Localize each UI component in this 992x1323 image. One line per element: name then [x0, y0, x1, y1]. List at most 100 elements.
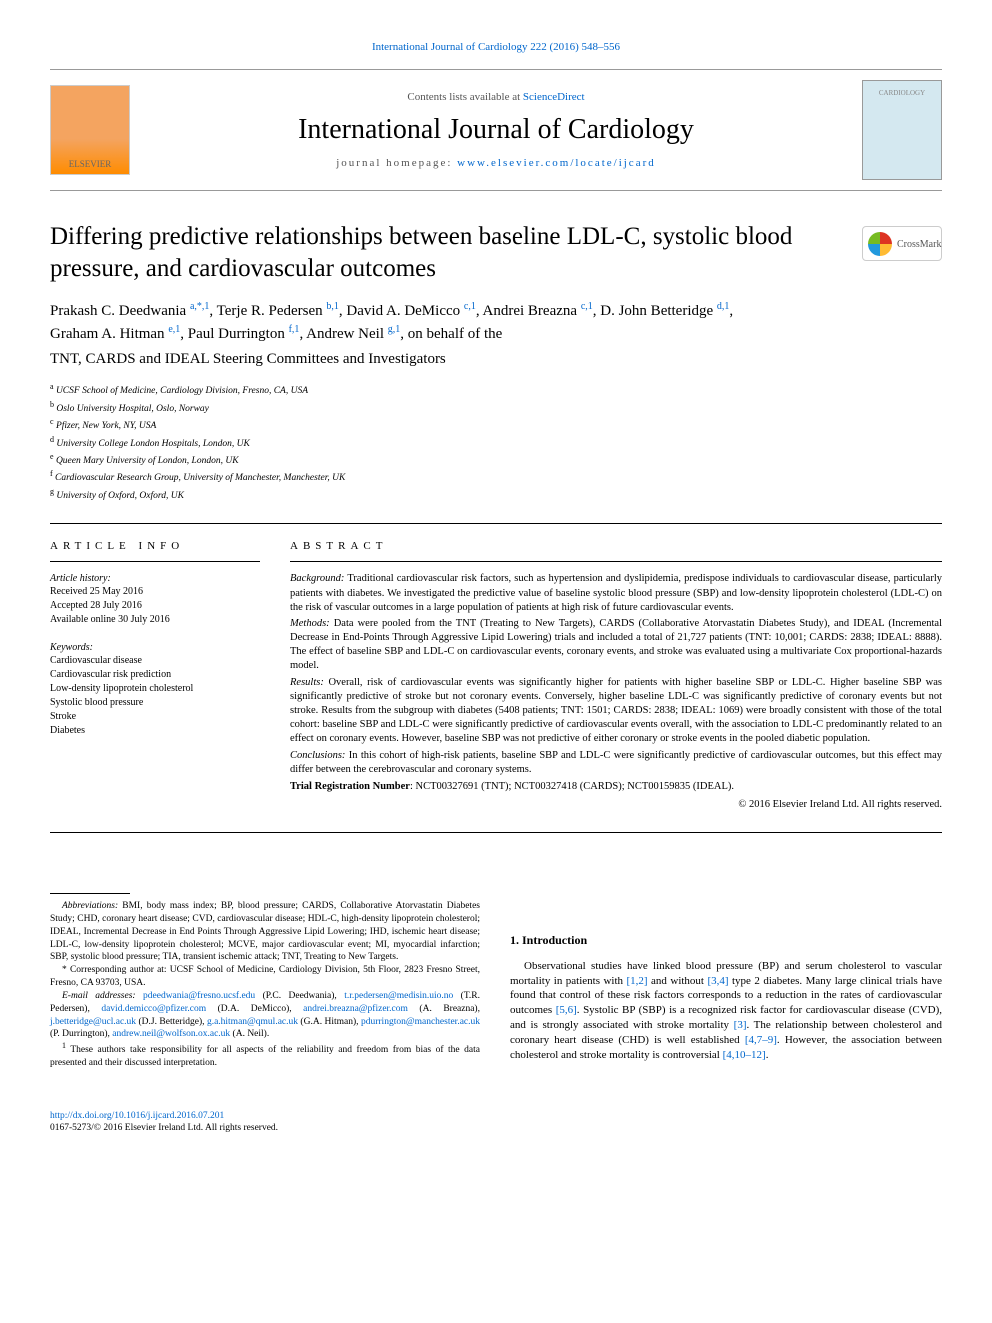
affiliation-item: f Cardiovascular Research Group, Univers… [50, 468, 942, 485]
corr-text: Corresponding author at: UCSF School of … [50, 965, 480, 988]
divider [50, 832, 942, 833]
info-abstract-row: article info Article history: Received 2… [50, 539, 942, 812]
ref-link[interactable]: [3,4] [707, 975, 728, 987]
email-author-name: (G.A. Hitman), [298, 1017, 361, 1027]
citation-link[interactable]: International Journal of Cardiology 222 … [372, 41, 620, 53]
abstract-col: abstract Background: Traditional cardiov… [290, 539, 942, 812]
corresponding-note: * Corresponding author at: UCSF School o… [50, 964, 480, 990]
email-link[interactable]: andrei.breazna@pfizer.com [303, 1004, 408, 1014]
email-link[interactable]: pdeedwania@fresno.ucsf.edu [143, 991, 255, 1001]
abstract-copyright: © 2016 Elsevier Ireland Ltd. All rights … [290, 798, 942, 812]
affiliation-sup: c [50, 417, 54, 426]
author-sup[interactable]: c,1 [464, 301, 476, 312]
email-author-name: (P.C. Deedwania), [255, 991, 344, 1001]
sup1-text: These authors take responsibility for al… [50, 1045, 480, 1068]
author-sup[interactable]: a,*,1 [190, 301, 209, 312]
article-info-col: article info Article history: Received 2… [50, 539, 260, 812]
email-note: E-mail addresses: pdeedwania@fresno.ucsf… [50, 990, 480, 1041]
results-label: Results: [290, 677, 324, 688]
ref-link[interactable]: [4,10–12] [723, 1049, 766, 1061]
intro-text: and without [648, 975, 708, 987]
trial-text: : NCT00327691 (TNT); NCT00327418 (CARDS)… [410, 781, 734, 792]
affiliation-sup: b [50, 400, 54, 409]
email-link[interactable]: pdurrington@manchester.ac.uk [361, 1017, 480, 1027]
journal-header-box: Contents lists available at ScienceDirec… [50, 69, 942, 191]
trial-label: Trial Registration Number [290, 781, 410, 792]
author: , on behalf of the [400, 326, 502, 342]
journal-name: International Journal of Cardiology [130, 112, 862, 148]
affiliation-item: e Queen Mary University of London, Londo… [50, 451, 942, 468]
introduction-paragraph: Observational studies have linked blood … [510, 959, 942, 1063]
abbreviations-note: Abbreviations: BMI, body mass index; BP,… [50, 900, 480, 964]
affiliation-item: d University College London Hospitals, L… [50, 434, 942, 451]
homepage-prefix: journal homepage: [336, 157, 457, 169]
author: , Andrew Neil [299, 326, 387, 342]
abstract-text: Background: Traditional cardiovascular r… [290, 572, 942, 812]
background-label: Background: [290, 573, 344, 584]
author: , D. John Betteridge [593, 303, 717, 319]
sciencedirect-link[interactable]: ScienceDirect [523, 91, 585, 103]
author-sup[interactable]: b,1 [326, 301, 339, 312]
email-link[interactable]: g.a.hitman@qmul.ac.uk [207, 1017, 298, 1027]
email-label: E-mail addresses: [62, 991, 136, 1001]
email-link[interactable]: andrew.neil@wolfson.ox.ac.uk [112, 1029, 230, 1039]
methods-label: Methods: [290, 618, 330, 629]
background-text: Traditional cardiovascular risk factors,… [290, 573, 942, 612]
affiliation-item: c Pfizer, New York, NY, USA [50, 416, 942, 433]
author: , Paul Durrington [180, 326, 288, 342]
issn-copyright: 0167-5273/© 2016 Elsevier Ireland Ltd. A… [50, 1123, 278, 1133]
ref-link[interactable]: [3] [734, 1019, 747, 1031]
author-sup[interactable]: g,1 [388, 324, 401, 335]
intro-text: . [766, 1049, 769, 1061]
abbrev-label: Abbreviations: [62, 901, 118, 911]
keyword-item: Cardiovascular risk prediction [50, 668, 260, 682]
ref-link[interactable]: [4,7–9] [745, 1034, 777, 1046]
author: Graham A. Hitman [50, 326, 168, 342]
introduction-heading: 1. Introduction [510, 933, 942, 949]
header-center: Contents lists available at ScienceDirec… [130, 90, 862, 171]
on-behalf-of: TNT, CARDS and IDEAL Steering Committees… [50, 350, 942, 370]
ref-link[interactable]: [5,6] [556, 1004, 577, 1016]
author: , [729, 303, 733, 319]
affiliation-sup: g [50, 487, 54, 496]
methods-text: Data were pooled from the TNT (Treating … [290, 618, 942, 672]
contents-available: Contents lists available at ScienceDirec… [130, 90, 862, 104]
conclusions-text: In this cohort of high-risk patients, ba… [290, 750, 942, 775]
author-sup[interactable]: d,1 [717, 301, 730, 312]
email-author-name: (D.J. Betteridge), [136, 1017, 207, 1027]
doi-link[interactable]: http://dx.doi.org/10.1016/j.ijcard.2016.… [50, 1111, 224, 1121]
author-sup[interactable]: c,1 [581, 301, 593, 312]
contents-prefix: Contents lists available at [407, 91, 522, 103]
notes-divider [50, 893, 130, 894]
affiliation-item: a UCSF School of Medicine, Cardiology Di… [50, 381, 942, 398]
email-author-name: (A. Neil). [230, 1029, 269, 1039]
keyword-item: Low-density lipoprotein cholesterol [50, 682, 260, 696]
ref-link[interactable]: [1,2] [627, 975, 648, 987]
author-sup[interactable]: e,1 [168, 324, 180, 335]
article-title: Differing predictive relationships betwe… [50, 221, 942, 284]
affiliation-item: g University of Oxford, Oxford, UK [50, 486, 942, 503]
keyword-item: Systolic blood pressure [50, 696, 260, 710]
keyword-item: Stroke [50, 710, 260, 724]
email-author-name: (A. Breazna), [408, 1004, 480, 1014]
history-item: Received 25 May 2016 [50, 585, 260, 599]
author-sup[interactable]: f,1 [289, 324, 300, 335]
affiliation-sup: e [50, 452, 54, 461]
author: , Andrei Breazna [476, 303, 581, 319]
author: , Terje R. Pedersen [209, 303, 326, 319]
affiliation-item: b Oslo University Hospital, Oslo, Norway [50, 399, 942, 416]
keywords-label: Keywords: [50, 641, 260, 654]
author: , David A. DeMicco [339, 303, 464, 319]
email-author-name: (D.A. DeMicco), [206, 1004, 303, 1014]
crossmark-badge[interactable] [862, 226, 942, 261]
email-link[interactable]: david.demicco@pfizer.com [101, 1004, 206, 1014]
journal-homepage: journal homepage: www.elsevier.com/locat… [130, 156, 862, 170]
journal-cover-icon [862, 80, 942, 180]
homepage-link[interactable]: www.elsevier.com/locate/ijcard [457, 157, 656, 169]
article-info-heading: article info [50, 539, 260, 553]
email-link[interactable]: t.r.pedersen@medisin.uio.no [344, 991, 453, 1001]
author-contribution-note: 1 These authors take responsibility for … [50, 1041, 480, 1070]
keyword-item: Cardiovascular disease [50, 654, 260, 668]
history-item: Available online 30 July 2016 [50, 613, 260, 627]
email-link[interactable]: j.betteridge@ucl.ac.uk [50, 1017, 136, 1027]
